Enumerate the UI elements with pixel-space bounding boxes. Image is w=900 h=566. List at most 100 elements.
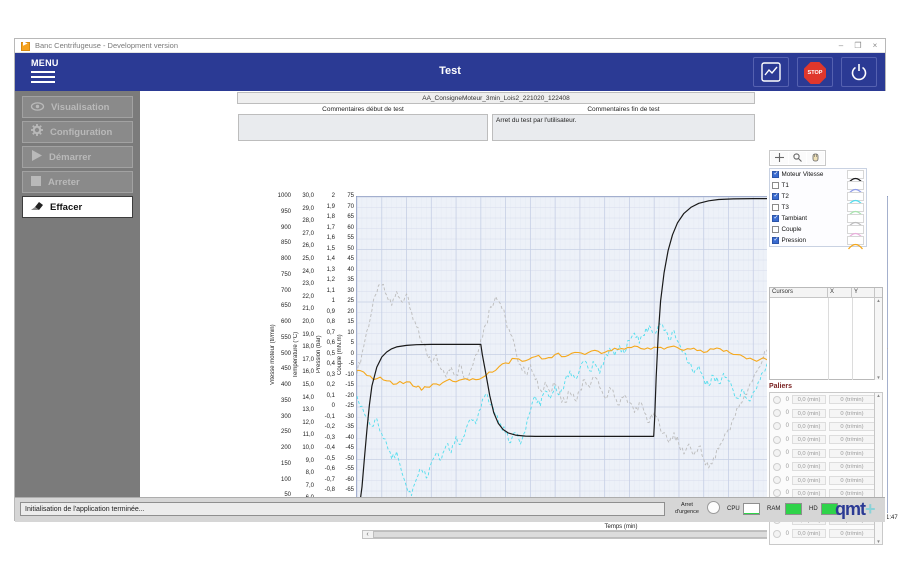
legend-line-sample[interactable] — [847, 192, 864, 206]
legend-checkbox[interactable] — [772, 226, 779, 233]
legend-row-couple: Couple — [770, 224, 866, 239]
legend-row-tambiant: Tambiant — [770, 213, 866, 228]
legend-line-sample[interactable] — [847, 181, 864, 195]
hamburger-icon — [31, 70, 55, 73]
palier-duration-field[interactable]: 0,0 (min) — [792, 448, 826, 458]
sidebar-button-dmarrer: Démarrer — [22, 146, 133, 168]
app-icon — [21, 40, 30, 51]
zoom-tool[interactable] — [789, 152, 806, 164]
menu-button[interactable]: MENU — [31, 58, 59, 83]
legend-line-sample[interactable] — [847, 225, 864, 239]
y-axis-ticks-couple: 75 70 65 60 55 50 45 40 35 30 25 20 15 10 5 0 -5 -10 -15 -2… — [345, 193, 354, 514]
cursors-scrollbar[interactable]: ▲ ▼ — [874, 298, 882, 380]
eraser-icon — [31, 198, 43, 216]
palier-speed-field[interactable]: 0 (tr/min) — [829, 408, 875, 418]
legend-line-sample[interactable] — [847, 236, 864, 250]
gear-icon — [31, 123, 43, 141]
y-axis-ticks-pression: 2 1,9 1,8 1,7 1,6 1,5 1,4 1,3 1,2 1,1 1 0,9 0,8 0,7 0,… — [324, 193, 335, 514]
test-filename-field[interactable]: AA_ConsigneMoteur_3min_Lois2_221020_1224… — [237, 92, 755, 104]
palier-duration-field[interactable]: 0,0 (min) — [792, 421, 826, 431]
legend-checkbox[interactable] — [772, 182, 779, 189]
arret-urgence-led[interactable] — [707, 501, 720, 514]
sidebar-button-effacer[interactable]: Effacer — [22, 196, 133, 218]
close-button[interactable]: × — [872, 41, 878, 50]
palier-duration-field[interactable]: 0,0 (min) — [792, 395, 826, 405]
palier-duration-field[interactable]: 0,0 (min) — [792, 475, 826, 485]
legend-line-sample[interactable] — [847, 214, 864, 228]
comments-start-box[interactable] — [238, 114, 488, 141]
cursor-move-tool[interactable] — [771, 152, 788, 164]
palier-speed-field[interactable]: 0 (tr/min) — [829, 475, 875, 485]
status-message: Initialisation de l'application terminée… — [20, 502, 665, 516]
qmt-logo: qmt+ — [835, 499, 875, 519]
play-icon — [31, 148, 42, 166]
comments-end-label: Commentaires fin de test — [587, 106, 660, 113]
minimize-button[interactable]: – — [838, 41, 844, 50]
scroll-up-icon[interactable]: ▲ — [876, 393, 881, 398]
palier-led[interactable] — [773, 395, 781, 404]
sidebar-button-arreter: Arreter — [22, 171, 133, 193]
stop-button[interactable]: STOP — [797, 57, 833, 87]
status-bar: Initialisation de l'application terminée… — [15, 497, 885, 522]
power-button[interactable] — [841, 57, 877, 87]
scroll-left-icon[interactable]: ‹ — [366, 531, 369, 538]
palier-speed-field[interactable]: 0 (tr/min) — [829, 448, 875, 458]
restore-button[interactable]: ❐ — [854, 41, 862, 50]
hd-label: HD — [809, 506, 818, 512]
palier-led[interactable] — [773, 462, 781, 471]
header-bar: MENU Test STOP — [15, 53, 885, 91]
cursors-table: Cursors X Y ▲ ▼ — [769, 287, 883, 380]
graph-view-button[interactable] — [753, 57, 789, 87]
scroll-down-icon[interactable]: ▼ — [876, 375, 881, 380]
palier-speed-field[interactable]: 0 (tr/min) — [829, 421, 875, 431]
graph-tools — [769, 150, 826, 166]
palier-speed-field[interactable]: 0 (tr/min) — [829, 462, 875, 472]
legend-checkbox[interactable] — [772, 170, 779, 178]
stop-sign-icon: STOP — [804, 62, 826, 84]
hand-icon — [811, 149, 820, 167]
legend-line-sample[interactable] — [847, 203, 864, 217]
main-area: AA_ConsigneMoteur_3min_Lois2_221020_1224… — [140, 91, 898, 549]
cpu-meter — [743, 503, 760, 515]
palier-led[interactable] — [773, 435, 781, 444]
palier-led[interactable] — [773, 476, 781, 485]
legend-checkbox[interactable] — [772, 236, 779, 244]
legend-row-moteurvitesse: Moteur Vitesse — [770, 169, 866, 184]
legend-checkbox[interactable] — [772, 204, 779, 211]
paliers-label: Paliers — [769, 383, 792, 390]
palier-led[interactable] — [773, 422, 781, 431]
scroll-up-icon[interactable]: ▲ — [876, 298, 881, 303]
palier-led[interactable] — [773, 409, 781, 418]
palier-duration-field[interactable]: 0,0 (min) — [792, 408, 826, 418]
scroll-down-icon[interactable]: ▼ — [876, 539, 881, 544]
comments-start-label: Commentaires début de test — [322, 106, 404, 113]
menu-label: MENU — [31, 58, 59, 68]
cursors-body: ▲ ▼ — [770, 298, 882, 380]
paliers-scrollbar[interactable]: ▲ ▼ — [874, 393, 882, 544]
palier-led[interactable] — [773, 449, 781, 458]
palier-duration-field[interactable]: 0,0 (min) — [792, 462, 826, 472]
legend-line-sample[interactable] — [847, 170, 864, 184]
comments-end-box[interactable]: Arret du test par l'utilisateur. — [492, 114, 755, 141]
magnifier-icon — [793, 149, 802, 167]
legend-checkbox[interactable] — [772, 192, 779, 200]
pan-tool[interactable] — [807, 152, 824, 164]
palier-speed-field[interactable]: 0 (tr/min) — [829, 529, 875, 539]
palier-led[interactable] — [773, 529, 781, 538]
palier-led[interactable] — [773, 489, 781, 498]
palier-duration-field[interactable]: 0,0 (min) — [792, 435, 826, 445]
palier-speed-field[interactable]: 0 (tr/min) — [829, 435, 875, 445]
palier-speed-field[interactable]: 0 (tr/min) — [829, 395, 875, 405]
legend: Moteur VitesseT1T2T3TambiantCouplePressi… — [769, 168, 867, 250]
legend-checkbox[interactable] — [772, 214, 779, 222]
app-window: Banc Centrifugeuse - Development version… — [14, 38, 898, 549]
page-title: Test — [439, 65, 461, 77]
palier-duration-field[interactable]: 0,0 (min) — [792, 529, 826, 539]
ram-label: RAM — [767, 506, 781, 512]
y-axis-ticks-vitesse: 1000 950 900 850 800 750 700 650 600 550 500 450 400… — [277, 193, 291, 514]
